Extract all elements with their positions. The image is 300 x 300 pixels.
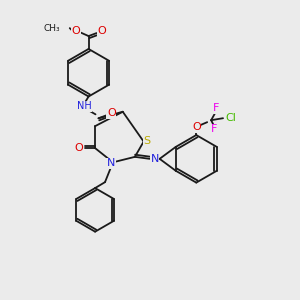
Text: NH: NH — [77, 101, 92, 111]
Text: N: N — [151, 154, 159, 164]
Text: O: O — [75, 143, 83, 153]
Text: F: F — [213, 103, 219, 113]
Text: N: N — [107, 158, 115, 168]
Text: Cl: Cl — [226, 113, 236, 123]
Text: O: O — [71, 26, 80, 36]
Text: O: O — [107, 108, 116, 118]
Text: O: O — [192, 122, 201, 132]
Text: S: S — [143, 136, 150, 146]
Text: O: O — [97, 26, 106, 36]
Text: F: F — [211, 124, 217, 134]
Text: CH₃: CH₃ — [43, 24, 60, 33]
